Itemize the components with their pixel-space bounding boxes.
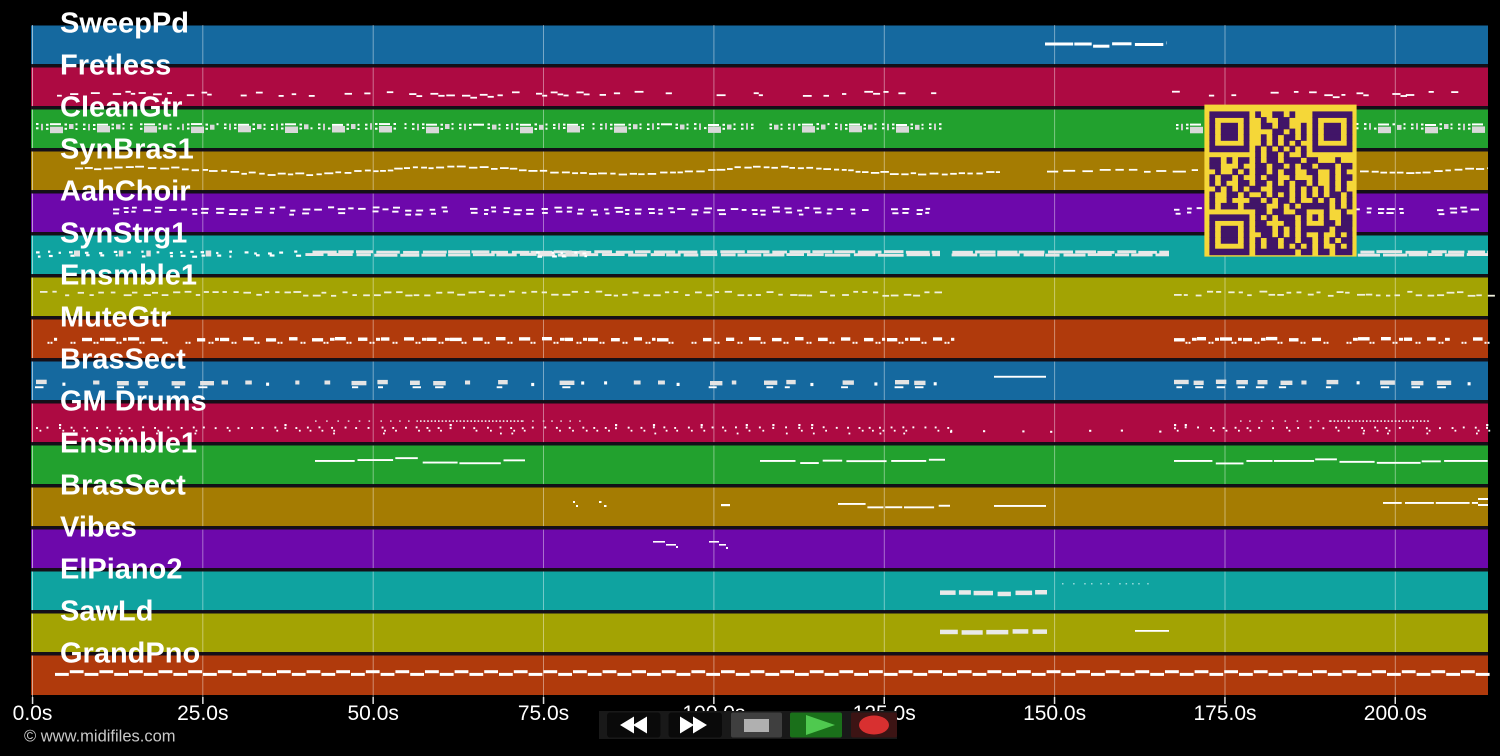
svg-text:50.0s: 50.0s: [348, 702, 399, 725]
svg-text:BrasSect: BrasSect: [60, 470, 186, 502]
svg-text:ElPiano2: ElPiano2: [60, 554, 183, 586]
svg-text:Vibes: Vibes: [60, 512, 137, 544]
svg-text:GrandPno: GrandPno: [60, 638, 200, 670]
svg-text:Ensmble1: Ensmble1: [60, 260, 197, 292]
svg-text:CleanGtr: CleanGtr: [60, 92, 182, 124]
svg-text:AahChoir: AahChoir: [60, 176, 191, 208]
svg-text:SawLd: SawLd: [60, 596, 153, 628]
svg-text:SweepPd: SweepPd: [60, 8, 189, 40]
svg-text:25.0s: 25.0s: [177, 702, 228, 725]
svg-text:GM Drums: GM Drums: [60, 386, 207, 418]
svg-text:SynBras1: SynBras1: [60, 134, 194, 166]
svg-text:200.0s: 200.0s: [1364, 702, 1427, 725]
svg-text:Fretless: Fretless: [60, 50, 171, 82]
svg-text:Ensmble1: Ensmble1: [60, 428, 197, 460]
svg-text:75.0s: 75.0s: [518, 702, 569, 725]
svg-text:BrasSect: BrasSect: [60, 344, 186, 376]
svg-text:SynStrg1: SynStrg1: [60, 218, 187, 250]
svg-text:150.0s: 150.0s: [1023, 702, 1086, 725]
svg-text:MuteGtr: MuteGtr: [60, 302, 171, 334]
svg-text:175.0s: 175.0s: [1193, 702, 1256, 725]
svg-text:© www.midifiles.com: © www.midifiles.com: [24, 728, 176, 746]
svg-text:0.0s: 0.0s: [13, 702, 53, 725]
